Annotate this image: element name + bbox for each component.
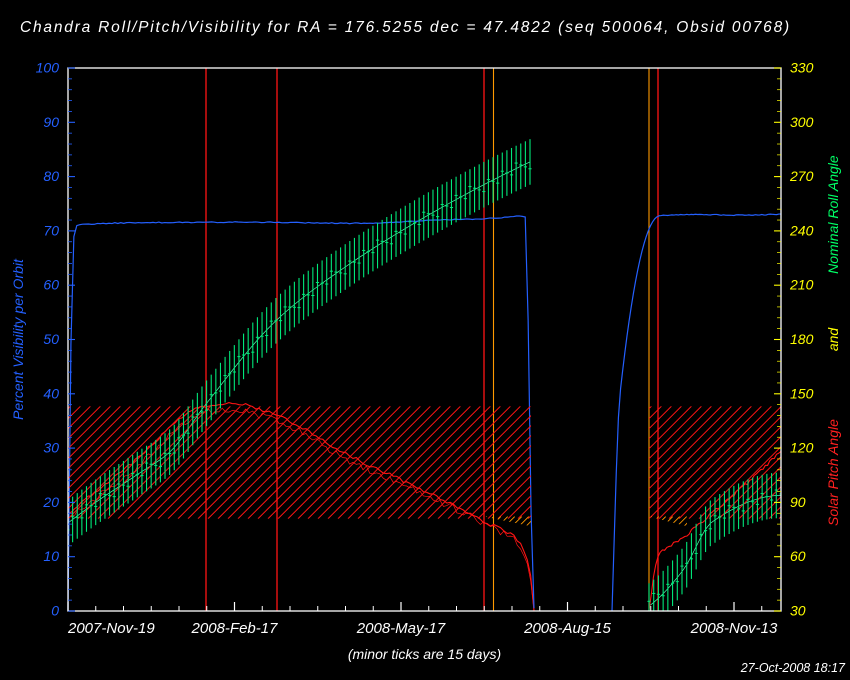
svg-text:Percent Visibility per Orbit: Percent Visibility per Orbit [10, 258, 26, 420]
svg-text:90: 90 [790, 494, 806, 510]
svg-text:180: 180 [790, 331, 814, 347]
svg-text:60: 60 [43, 277, 59, 293]
svg-text:Solar Pitch Angle: Solar Pitch Angle [825, 419, 841, 526]
svg-text:300: 300 [790, 114, 814, 130]
svg-text:120: 120 [790, 440, 814, 456]
svg-text:Nominal Roll Angle: Nominal Roll Angle [825, 155, 841, 274]
svg-text:30: 30 [43, 440, 59, 456]
svg-text:2008-Aug-15: 2008-Aug-15 [523, 620, 611, 637]
svg-text:Chandra Roll/Pitch/Visibility: Chandra Roll/Pitch/Visibility for RA = 1… [20, 19, 791, 36]
svg-text:210: 210 [789, 277, 814, 293]
svg-text:27-Oct-2008 18:17: 27-Oct-2008 18:17 [740, 661, 846, 675]
svg-text:40: 40 [43, 385, 59, 401]
svg-text:60: 60 [790, 548, 806, 564]
svg-text:(minor ticks are 15 days): (minor ticks are 15 days) [348, 646, 501, 662]
svg-text:30: 30 [790, 603, 806, 619]
svg-text:2008-Nov-13: 2008-Nov-13 [690, 620, 778, 637]
svg-text:150: 150 [790, 385, 814, 401]
svg-text:50: 50 [43, 331, 59, 347]
svg-text:80: 80 [43, 168, 59, 184]
svg-text:20: 20 [42, 494, 59, 510]
svg-text:0: 0 [51, 603, 59, 619]
svg-text:2008-May-17: 2008-May-17 [356, 620, 446, 637]
svg-text:90: 90 [43, 114, 59, 130]
svg-text:10: 10 [43, 548, 59, 564]
svg-text:2007-Nov-19: 2007-Nov-19 [67, 620, 155, 637]
svg-text:270: 270 [789, 168, 814, 184]
svg-text:100: 100 [36, 60, 60, 76]
svg-text:and: and [825, 327, 841, 352]
svg-text:330: 330 [790, 60, 814, 76]
svg-text:240: 240 [789, 222, 814, 238]
svg-text:70: 70 [43, 222, 59, 238]
svg-text:2008-Feb-17: 2008-Feb-17 [191, 620, 279, 637]
